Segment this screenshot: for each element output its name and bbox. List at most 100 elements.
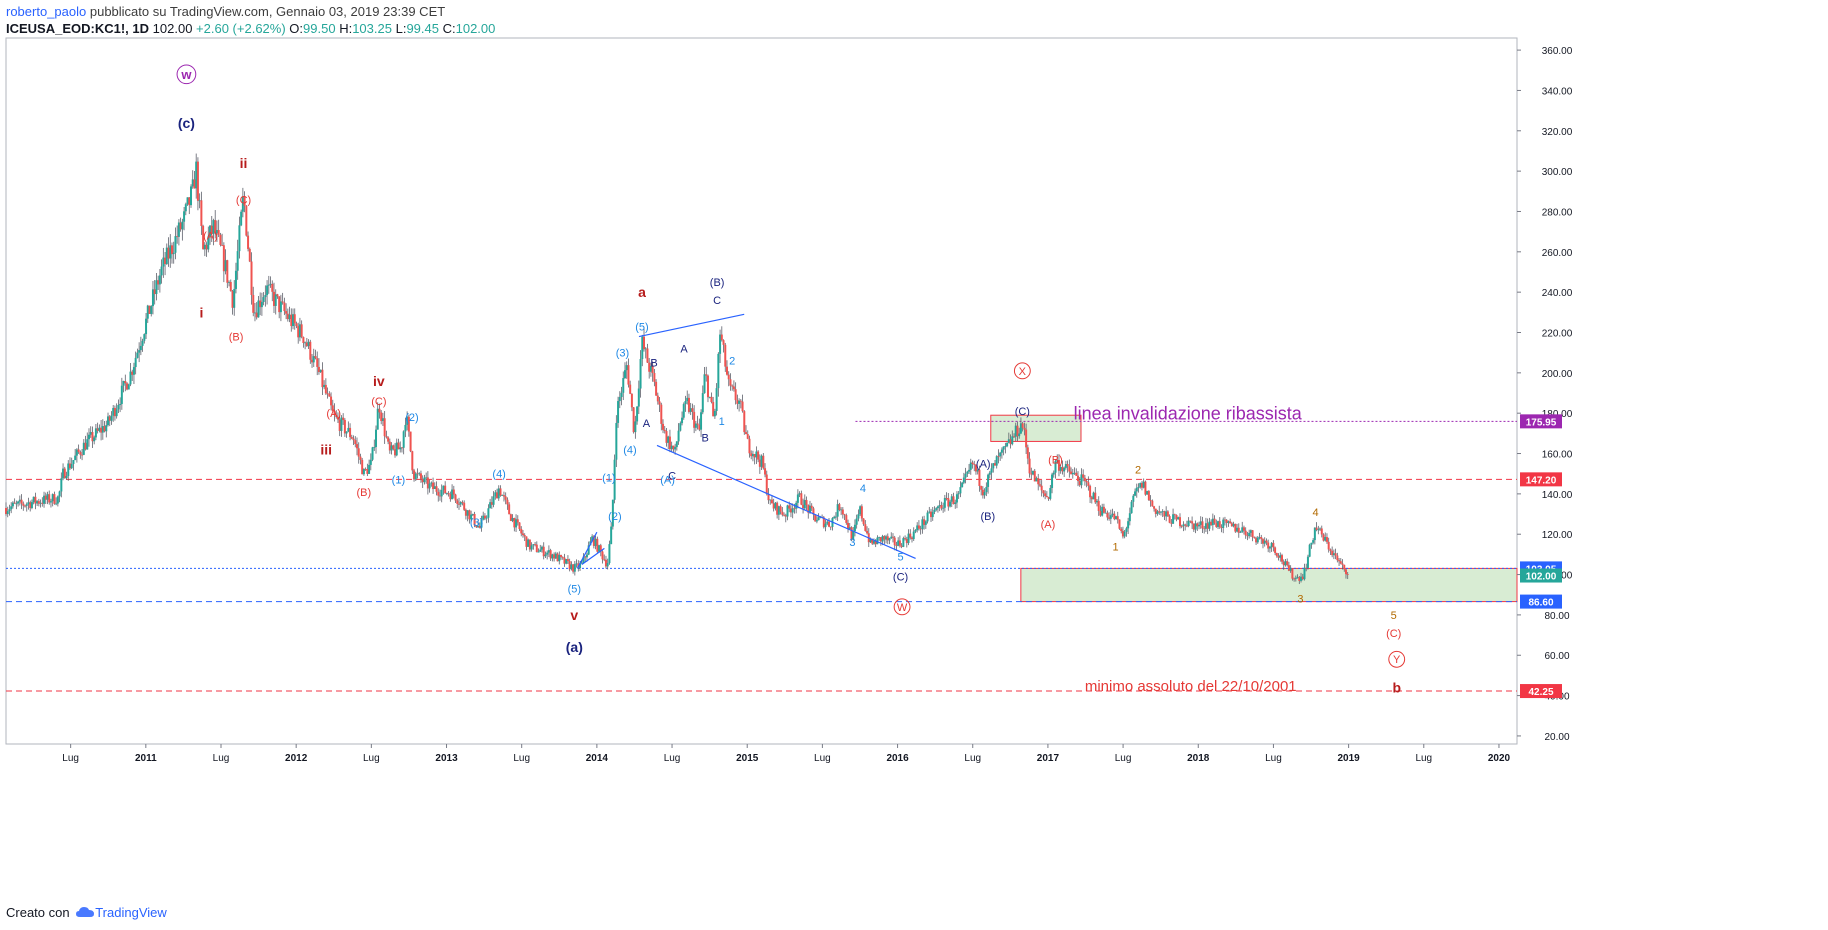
candle-body: [103, 426, 106, 432]
candle-body: [1208, 521, 1211, 529]
candle-body: [539, 549, 542, 552]
candle-body: [8, 509, 11, 512]
wave-label: (2): [405, 412, 418, 424]
candle-body: [222, 245, 225, 272]
candle-body: [603, 559, 606, 561]
candle-body: [511, 517, 514, 521]
candle-body: [757, 451, 760, 460]
candle-body: [376, 408, 379, 430]
candle-body: [874, 540, 877, 545]
candle-body: [513, 517, 516, 528]
candle-body: [196, 161, 199, 201]
candle-body: [1172, 514, 1175, 524]
candle-body: [418, 473, 421, 475]
author-link[interactable]: roberto_paolo: [6, 4, 87, 19]
candle-body: [504, 496, 507, 500]
candle-body: [1140, 483, 1143, 488]
candle-body: [113, 407, 116, 417]
candle-body: [1199, 521, 1202, 525]
candle-body: [534, 544, 537, 546]
candle-body: [1291, 568, 1294, 579]
wave-label: (a): [566, 639, 583, 655]
candle-body: [1142, 481, 1145, 488]
candle-body: [891, 536, 894, 538]
y-tick-label: 300.00: [1542, 167, 1573, 178]
candle-body: [297, 326, 300, 338]
candle-body: [1165, 511, 1168, 517]
candle-body: [641, 336, 644, 360]
candle-body: [359, 456, 362, 460]
candle-body: [1113, 513, 1116, 520]
candle-body: [1312, 540, 1315, 543]
candle-body: [82, 442, 85, 455]
candle-body: [29, 502, 32, 509]
candle-body: [79, 451, 82, 455]
tradingview-brand-link[interactable]: TradingView: [95, 905, 167, 920]
candle-body: [668, 436, 671, 450]
candle-body: [278, 296, 281, 313]
candle-body: [442, 485, 445, 490]
candle-body: [183, 211, 186, 222]
candle-body: [561, 556, 564, 558]
candle-body: [826, 521, 829, 524]
candle-body: [926, 512, 929, 522]
wave-label: 1: [1113, 541, 1119, 553]
x-tick-label: Lug: [1415, 753, 1432, 764]
candle-body: [1281, 555, 1284, 562]
candle-body: [502, 495, 505, 497]
y-tick-label: 220.00: [1542, 329, 1573, 340]
x-tick-label: 2016: [886, 753, 909, 764]
candle-body: [592, 536, 595, 546]
candle-body: [1109, 515, 1112, 519]
candle-body: [1083, 477, 1086, 482]
candle-body: [828, 521, 831, 527]
candle-body: [1030, 473, 1033, 475]
candle-body: [547, 550, 550, 553]
candle-body: [238, 225, 241, 252]
candle-body: [74, 455, 77, 461]
candle-body: [914, 530, 917, 532]
candle-body: [177, 222, 180, 237]
candle-body: [745, 432, 748, 435]
candle-body: [234, 270, 237, 289]
candle-body: [1137, 487, 1140, 489]
candle-body: [1244, 530, 1247, 536]
candle-body: [272, 291, 275, 306]
candle-body: [378, 408, 381, 413]
candle-body: [236, 251, 239, 271]
candle-body: [1123, 531, 1126, 537]
candle-body: [623, 370, 626, 379]
candle-body: [361, 459, 364, 475]
x-tick-label: Lug: [62, 753, 79, 764]
candle-body: [41, 502, 44, 504]
candle-body: [326, 393, 329, 395]
candle-body: [579, 563, 582, 568]
candle-body: [969, 462, 972, 470]
candle-body: [983, 492, 986, 496]
candle-body: [323, 384, 326, 388]
candle-body: [746, 434, 749, 439]
candle-body: [186, 197, 189, 205]
candle-body: [663, 429, 666, 432]
candle-body: [464, 509, 467, 516]
candle-body: [738, 400, 741, 404]
candle-body: [157, 280, 160, 285]
candle-body: [1116, 516, 1119, 520]
candle-body: [1298, 577, 1301, 581]
candle-body: [212, 220, 215, 234]
candle-body: [662, 423, 665, 430]
candle-body: [905, 539, 908, 544]
candle-body: [1064, 464, 1067, 468]
candle-body: [181, 221, 184, 230]
candle-body: [900, 545, 903, 547]
wave-label: 1: [719, 416, 725, 428]
x-tick-label: 2017: [1037, 753, 1060, 764]
candle-body: [966, 471, 969, 474]
candle-body: [943, 497, 946, 508]
candle-body: [155, 280, 158, 295]
candle-body: [762, 455, 765, 469]
candle-body: [274, 294, 277, 306]
candle-body: [656, 395, 659, 402]
candle-body: [620, 392, 623, 398]
